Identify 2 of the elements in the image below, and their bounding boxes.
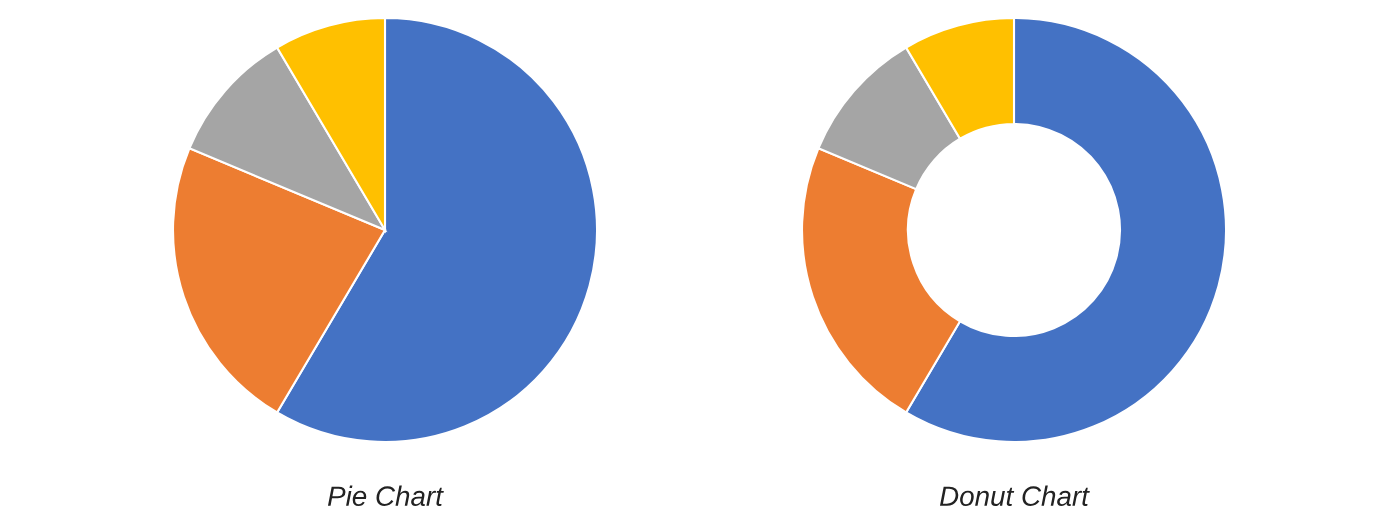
text: Pie Chart (327, 485, 444, 507)
text: Donut Chart (939, 485, 1090, 507)
